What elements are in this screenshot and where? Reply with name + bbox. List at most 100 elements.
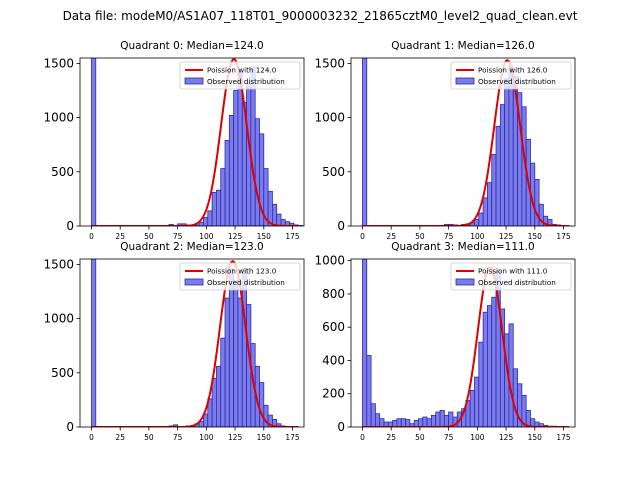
x-tick-label: 175: [556, 232, 571, 241]
axes-frame: [79, 258, 305, 428]
histogram-bar: [375, 413, 381, 427]
histogram-bar: [224, 139, 230, 226]
plot-area: [91, 259, 299, 427]
poisson-curve: [91, 260, 299, 427]
poisson-curve: [362, 266, 570, 427]
poisson-curve: [362, 59, 570, 226]
histogram-bar: [396, 418, 402, 427]
histogram-bar: [439, 409, 445, 427]
histogram-bar: [435, 411, 441, 427]
y-tick-label: 0: [66, 219, 74, 233]
legend-bar-swatch: [455, 278, 475, 286]
subplot-1: 0 25 50 75 100 125 150 175 0 500 1000 1500 Quadrant …: [314, 40, 576, 241]
y-tick-label: 1000: [314, 254, 345, 268]
histogram-bar: [272, 203, 278, 226]
legend-label-poisson: Poission with 126.0: [478, 66, 548, 75]
x-tick-label: 50: [415, 232, 425, 241]
histogram-bar: [203, 216, 209, 226]
histogram-bar: [379, 418, 385, 427]
histogram-bar: [216, 365, 222, 427]
x-tick-label: 50: [144, 433, 154, 442]
histogram-bar: [547, 219, 553, 226]
histogram-bar: [400, 418, 406, 427]
x-tick-label: 50: [144, 232, 154, 241]
legend-bar-swatch: [455, 77, 475, 85]
y-tick-label: 0: [337, 219, 345, 233]
histogram-bar: [474, 219, 480, 226]
histogram-bar: [276, 213, 282, 226]
x-tick-label: 75: [173, 232, 183, 241]
legend-box: [179, 61, 301, 90]
histogram-bar: [405, 419, 411, 427]
subplot-title: Quadrant 3: Median=111.0: [391, 241, 534, 253]
histogram-bar: [534, 178, 540, 226]
histogram-bar: [237, 297, 243, 427]
histogram-bar: [259, 382, 265, 427]
histogram-bar: [478, 212, 484, 226]
y-tick-label: 600: [322, 320, 345, 334]
x-tick-label: 25: [115, 232, 125, 241]
panels: 0 25 50 75 100 125 150 175050010001500Quadrant …: [43, 40, 576, 442]
y-tick-label: 1000: [314, 111, 345, 125]
y-tick-label: 500: [322, 165, 345, 179]
axes-frame: [350, 258, 576, 428]
legend-box: [450, 61, 572, 90]
subplot-title: Quadrant 2: Median=123.0: [120, 241, 263, 253]
x-tick-label: 125: [228, 232, 243, 241]
legend-label-poisson: Poission with 124.0: [207, 66, 277, 75]
histogram-bar: [233, 90, 239, 226]
x-tick-label: 0: [360, 433, 365, 442]
histogram-bar: [233, 280, 239, 427]
histogram-bar: [487, 182, 493, 226]
axes-frame: [350, 57, 576, 227]
histogram-bar: [216, 189, 222, 226]
legend-bar-swatch: [184, 278, 204, 286]
x-tick-label: 75: [444, 433, 454, 442]
plot-area: [91, 58, 303, 226]
y-tick-label: 1500: [43, 56, 74, 70]
histogram-bar: [469, 390, 475, 427]
y-tick-label: 1500: [43, 257, 74, 271]
x-tick-label: 75: [173, 433, 183, 442]
histogram-bar: [431, 414, 437, 427]
histogram-bar: [474, 376, 480, 427]
y-tick-label: 1000: [43, 111, 74, 125]
legend: Poission with 124.0 Observed distribution: [179, 61, 301, 90]
subplot-title: Quadrant 1: Median=126.0: [391, 40, 534, 52]
x-tick-label: 150: [257, 433, 272, 442]
legend-label-poisson: Poission with 111.0: [478, 267, 548, 276]
histogram-bar: [508, 323, 514, 427]
legend-bar-swatch: [184, 77, 204, 85]
histogram-bar: [482, 197, 488, 226]
histogram-bar: [91, 259, 97, 427]
legend-label-observed: Observed distribution: [207, 278, 285, 287]
y-tick-label: 0: [66, 420, 74, 434]
histogram-bar: [504, 78, 510, 226]
legend-label-observed: Observed distribution: [478, 77, 556, 86]
x-tick-label: 25: [386, 433, 396, 442]
histogram-bar: [224, 297, 230, 427]
histogram-bar: [422, 416, 428, 427]
legend: Poission with 126.0 Observed distribution: [450, 61, 572, 90]
legend-label-poisson: Poission with 123.0: [207, 267, 277, 276]
x-tick-label: 100: [470, 433, 485, 442]
histogram-bar: [362, 259, 368, 427]
histogram-bar: [538, 203, 544, 226]
histogram-bar: [512, 368, 518, 427]
x-tick-label: 100: [470, 232, 485, 241]
histogram-bar: [207, 210, 213, 226]
x-tick-label: 0: [89, 433, 94, 442]
y-tick-label: 1500: [314, 56, 345, 70]
x-tick-label: 150: [528, 433, 543, 442]
histogram-bar: [237, 71, 243, 226]
legend: Poission with 123.0 Observed distribution: [179, 262, 301, 291]
figure-title: Data file: modeM0/AS1A07_118T01_90000032…: [63, 9, 578, 23]
histogram-bar: [487, 305, 493, 427]
histogram-bar: [491, 296, 497, 427]
legend-label-observed: Observed distribution: [478, 278, 556, 287]
y-tick-label: 0: [337, 420, 345, 434]
legend: Poission with 111.0 Observed distribution: [450, 262, 572, 291]
histogram-bar: [220, 337, 226, 427]
x-tick-label: 175: [285, 232, 300, 241]
